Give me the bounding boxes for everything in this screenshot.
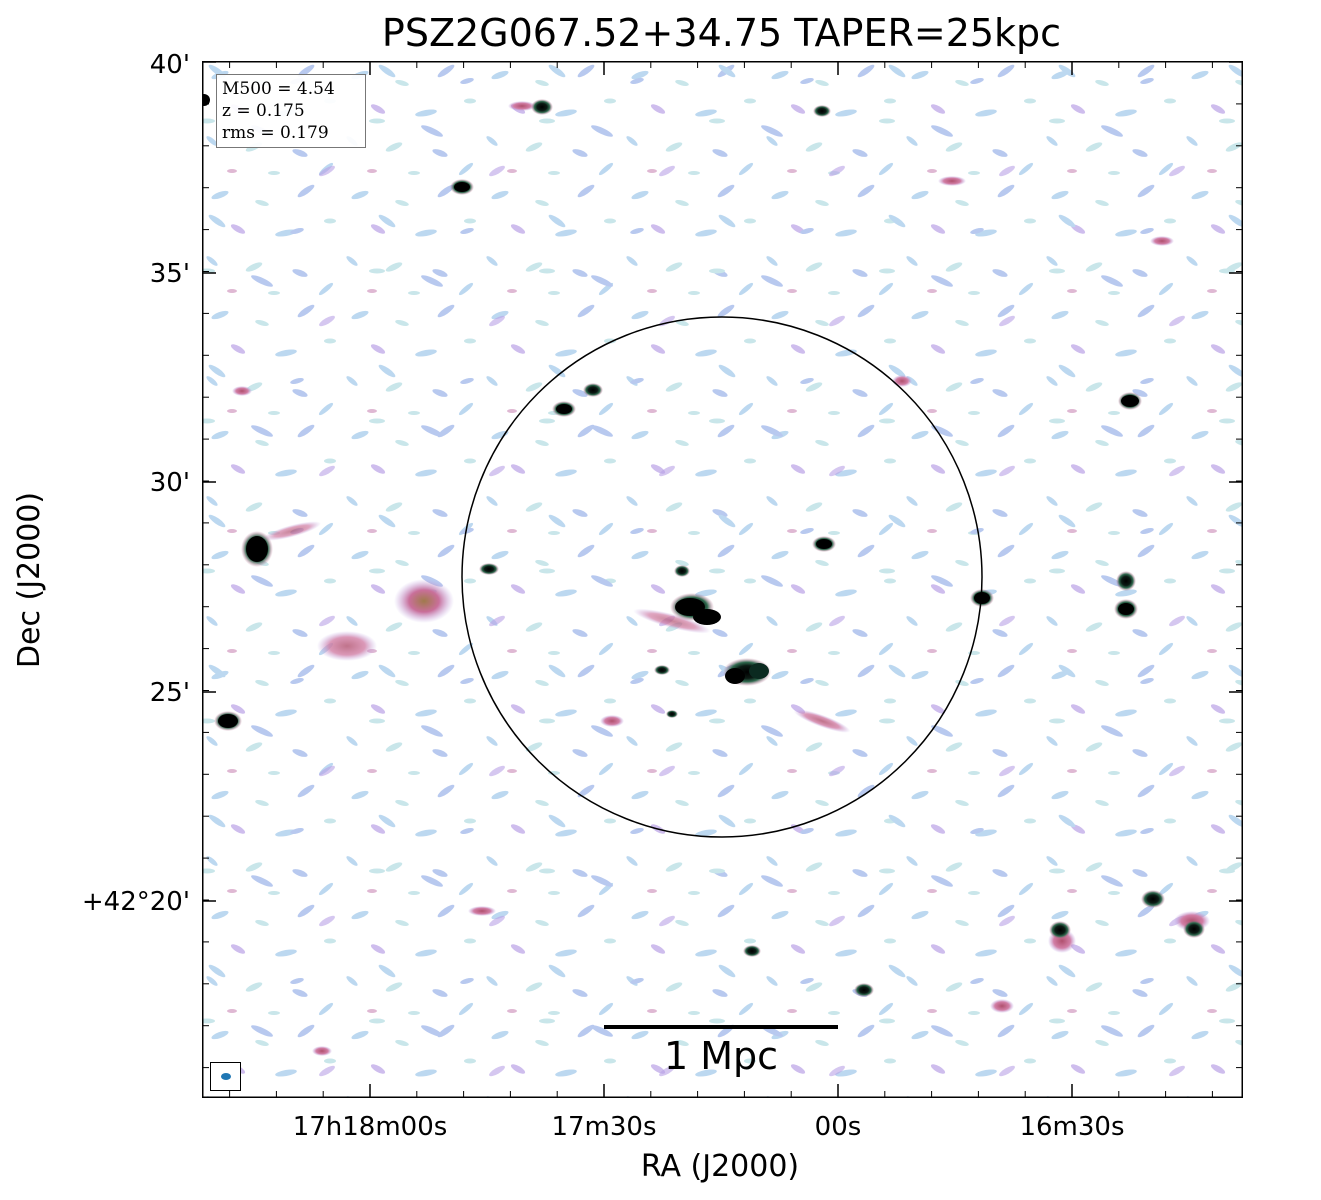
ytick-label: 40' — [149, 50, 190, 80]
ytick-label: +42°20' — [81, 887, 190, 917]
scale-bar — [604, 1025, 838, 1029]
xtick-label: 00s — [814, 1112, 862, 1142]
ytick-label: 25' — [149, 678, 190, 708]
plot-frame — [202, 61, 1243, 1098]
minor-tick-marks — [202, 61, 1243, 1098]
radio-sources — [202, 94, 1205, 997]
m500-text: M500 = 4.54 — [222, 79, 335, 99]
xtick-label: 17m30s — [551, 1112, 657, 1142]
xtick-label: 16m30s — [1019, 1112, 1125, 1142]
scale-bar-label: 1 Mpc — [663, 1034, 779, 1078]
redshift-text: z = 0.175 — [222, 101, 305, 121]
ytick-label: 30' — [149, 468, 190, 498]
ytick-label: 35' — [149, 259, 190, 289]
r500-circle — [461, 316, 983, 838]
beam-ellipse — [221, 1073, 231, 1080]
rms-text: rms = 0.179 — [222, 123, 329, 143]
noise-field-secondary — [202, 61, 1243, 1098]
xtick-label: 17h18m00s — [292, 1112, 448, 1142]
x-axis-label: RA (J2000) — [640, 1149, 800, 1184]
radio-map — [202, 61, 1243, 1098]
y-axis-label: Dec (J2000) — [12, 491, 47, 669]
image-title: PSZ2G067.52+34.75 TAPER=25kpc — [381, 11, 1062, 55]
info-box: M500 = 4.54 z = 0.175 rms = 0.179 — [216, 74, 366, 148]
